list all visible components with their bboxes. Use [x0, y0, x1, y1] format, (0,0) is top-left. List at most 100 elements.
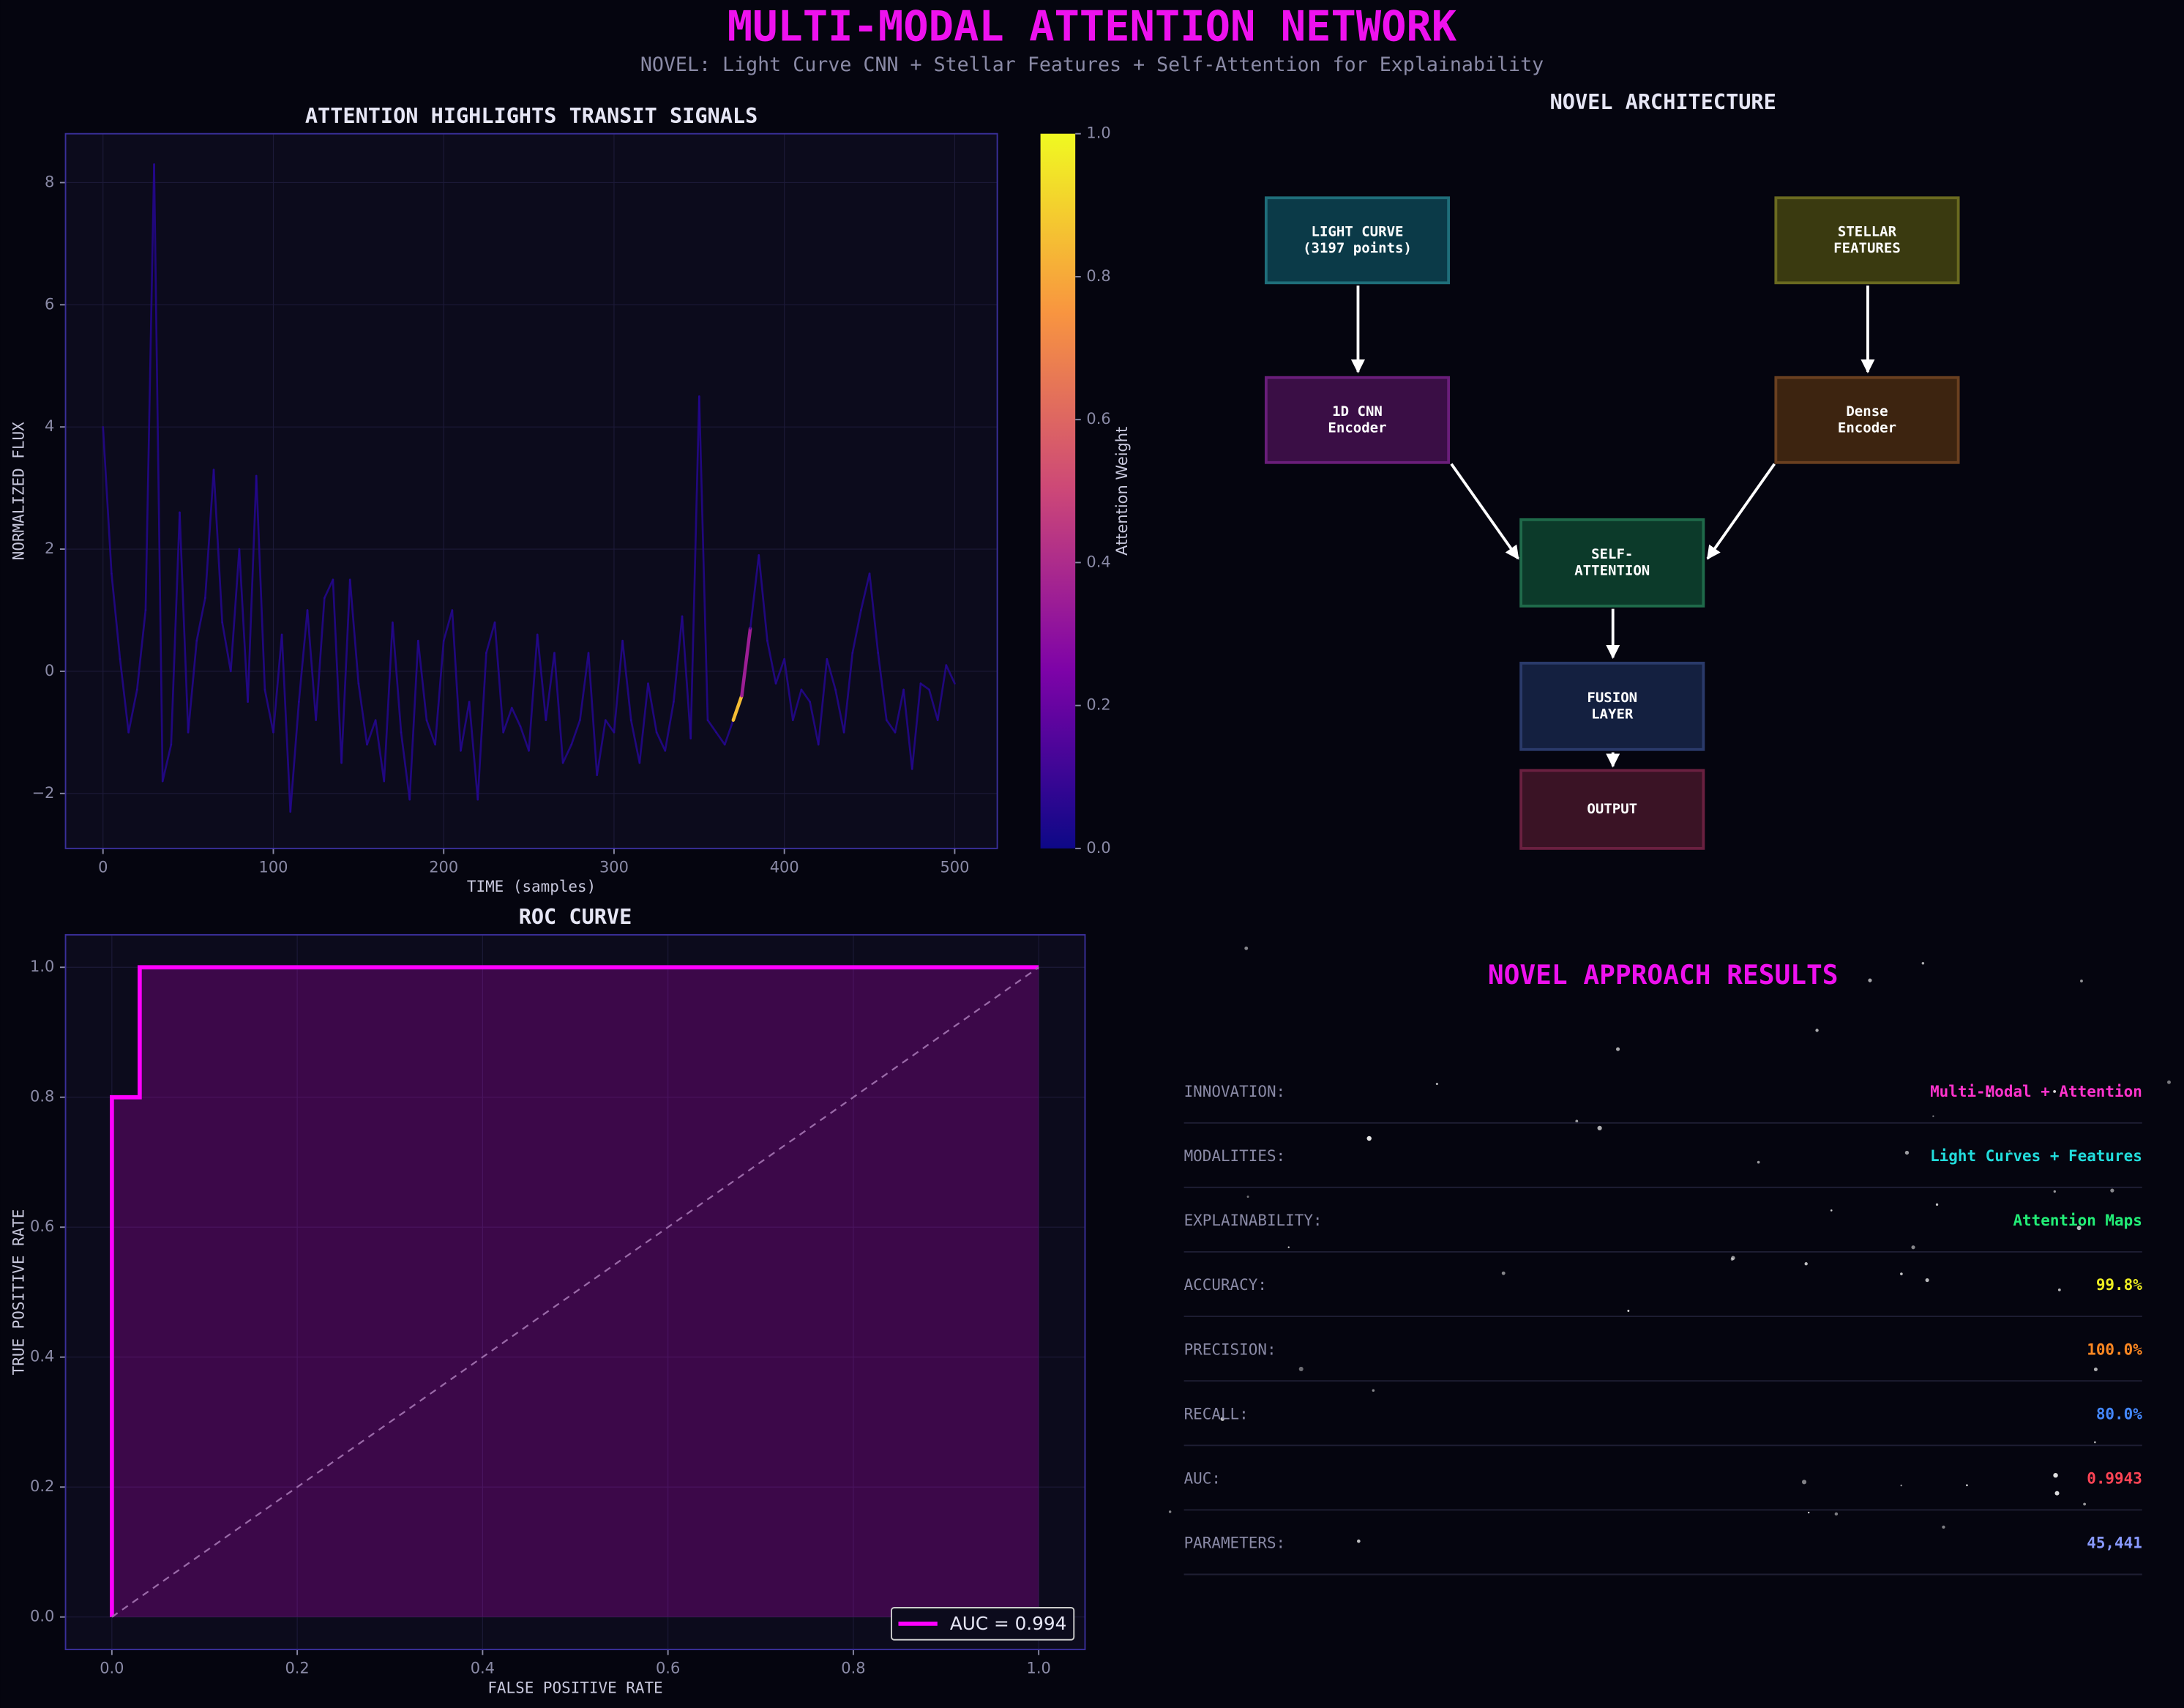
star: [2008, 1149, 2011, 1152]
flux-segment: [135, 609, 147, 691]
flux-segment: [416, 639, 428, 722]
y-tick-label: 0.6: [30, 1217, 54, 1235]
y-tick-label: 6: [45, 295, 54, 313]
flux-segment: [664, 701, 675, 752]
x-tick-label: 500: [940, 859, 969, 876]
flux-segment: [247, 474, 258, 703]
result-label: PRECISION:: [1184, 1340, 1276, 1358]
result-value: 99.8%: [2096, 1276, 2142, 1294]
result-label: AUC:: [1184, 1470, 1221, 1488]
y-tick-label: 0.2: [30, 1477, 54, 1495]
flux-segment: [119, 657, 130, 734]
flux-segment: [698, 395, 709, 722]
chart-title: ATTENTION HIGHLIGHTS TRANSIT SIGNALS: [305, 104, 758, 128]
star: [1987, 1094, 1991, 1097]
flux-segment: [655, 731, 667, 752]
colorbar-tick-label: 0.6: [1086, 410, 1110, 428]
plot-area: [65, 133, 998, 849]
flux-segment: [289, 701, 300, 813]
flux-segment: [561, 743, 573, 764]
plot-border: [64, 133, 998, 849]
x-tick-label: 0.6: [656, 1660, 680, 1677]
flux-segment: [315, 597, 326, 722]
figure-subtitle: NOVEL: Light Curve CNN + Stellar Feature…: [640, 53, 1544, 76]
flux-segment: [111, 573, 121, 660]
flux-segment: [298, 609, 309, 703]
result-value: Attention Maps: [2013, 1212, 2142, 1229]
star: [1935, 1203, 1939, 1206]
star: [2110, 1188, 2114, 1193]
flux-segment: [170, 511, 181, 746]
flux-segment: [553, 652, 564, 764]
arrow: [1706, 463, 1776, 560]
y-tick-label: 0.8: [30, 1088, 54, 1105]
flux-segment: [510, 706, 522, 728]
y-tick-label: 2: [45, 540, 54, 557]
flux-segment: [928, 688, 939, 722]
flux-segment: [596, 719, 607, 777]
flux-segment: [255, 474, 266, 691]
star: [2057, 1288, 2061, 1291]
result-value: 80.0%: [2096, 1405, 2142, 1422]
star: [1966, 1484, 1968, 1487]
node-label: Dense: [1846, 403, 1888, 419]
result-label: EXPLAINABILITY:: [1184, 1212, 1323, 1229]
flux-segment: [161, 743, 173, 783]
flux-segment: [545, 652, 556, 722]
flux-segment: [647, 682, 658, 734]
diagram-title: NOVEL ARCHITECTURE: [1550, 90, 1776, 114]
x-tick-label: 0.0: [100, 1660, 124, 1677]
colorbar-tick-label: 0.4: [1086, 553, 1110, 570]
star: [1757, 1160, 1760, 1164]
star: [2054, 1491, 2060, 1496]
y-tick-label: 0: [45, 662, 54, 679]
flux-segment: [408, 639, 419, 801]
arrow: [1450, 463, 1519, 560]
flux-segment: [323, 578, 334, 600]
star: [2093, 1441, 2096, 1444]
flux-segment: [851, 609, 862, 655]
flux-segment: [102, 425, 113, 575]
colorbar-tick-label: 1.0: [1086, 124, 1110, 142]
flux-segment: [910, 682, 922, 770]
flux-segment: [673, 615, 684, 703]
flux-segment: [936, 664, 948, 722]
flux-segment: [570, 719, 581, 746]
y-tick-label: 0.4: [30, 1348, 54, 1365]
flux-segment: [357, 682, 368, 746]
flux-segment: [860, 573, 871, 611]
result-value: 0.9943: [2087, 1470, 2142, 1488]
flux-segment: [885, 719, 897, 734]
colorbar: [1040, 133, 1076, 849]
y-tick-label: 4: [45, 417, 54, 435]
star: [1435, 1082, 1438, 1086]
star: [1942, 1525, 1945, 1529]
colorbar-tick-label: 0.0: [1086, 839, 1110, 857]
star: [2076, 1226, 2082, 1231]
flux-segment: [919, 682, 930, 691]
result-value: Multi-Modal + Attention: [1930, 1083, 2142, 1100]
flux-segment: [868, 573, 880, 655]
flux-segment: [400, 731, 411, 801]
flux-segment: [280, 633, 292, 813]
flux-segment: [902, 688, 913, 770]
node-label: Encoder: [1328, 420, 1386, 436]
flux-segment: [425, 719, 436, 746]
node-label: OUTPUT: [1587, 801, 1637, 817]
x-axis-label: FALSE POSITIVE RATE: [487, 1679, 662, 1696]
node-label: LIGHT CURVE: [1312, 223, 1404, 239]
flux-segment: [212, 469, 223, 624]
y-axis-label: NORMALIZED FLUX: [10, 422, 28, 560]
flux-segment: [153, 163, 164, 783]
flux-segment: [519, 725, 530, 752]
flux-segment: [204, 469, 215, 600]
flux-segment: [723, 719, 735, 746]
result-value: 45,441: [2087, 1534, 2142, 1552]
flux-segment: [392, 621, 403, 734]
star: [2093, 1367, 2098, 1371]
x-tick-label: 0.4: [471, 1660, 495, 1677]
flux-segment: [766, 639, 777, 685]
flux-segment: [817, 657, 829, 746]
star: [2083, 1502, 2087, 1506]
flux-segment: [451, 609, 462, 752]
